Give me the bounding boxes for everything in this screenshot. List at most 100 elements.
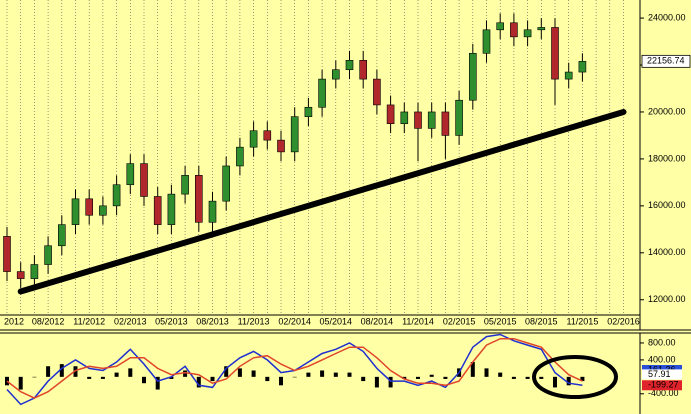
histogram-bar (5, 376, 9, 386)
x-tick-label: 02/2016 (607, 316, 640, 326)
x-tick-label: 05/2014 (320, 316, 353, 326)
y-tick-label: 14000.00 (648, 247, 686, 257)
histogram-bar (114, 372, 119, 377)
candle-body (140, 163, 148, 197)
candle-body (290, 116, 299, 153)
candle-body (455, 99, 463, 136)
y-tick-label: -400.00 (648, 388, 679, 398)
histogram-bar (361, 376, 366, 382)
histogram-bar (374, 376, 379, 388)
candle-body (482, 29, 491, 54)
histogram-bar (470, 362, 475, 377)
candle-body (427, 111, 436, 129)
histogram-bar (484, 368, 489, 377)
histogram-bar (566, 376, 571, 386)
histogram-bar (333, 372, 338, 377)
histogram-bar (443, 376, 448, 379)
candle-body (167, 193, 176, 225)
histogram-bar (59, 364, 64, 377)
histogram-bar (100, 376, 105, 379)
candle-body (578, 61, 587, 73)
histogram-bar (402, 376, 407, 379)
x-tick-label: 05/2013 (155, 316, 188, 326)
histogram-bar (224, 366, 229, 377)
histogram-bar (196, 376, 201, 388)
candle-body (304, 106, 313, 117)
x-tick-label: 05/2015 (484, 316, 517, 326)
histogram-bar (320, 370, 325, 377)
histogram-bar (265, 376, 270, 382)
candle-body (236, 146, 244, 167)
candle-body (222, 165, 230, 202)
candle-body (153, 196, 162, 225)
y-tick-label: 800.00 (648, 337, 676, 347)
candle-body (30, 264, 39, 279)
candle-body (318, 78, 326, 108)
trendline (17, 108, 627, 295)
histogram-bar (210, 376, 215, 382)
x-tick-label: 08/2014 (361, 316, 394, 326)
candle-body (85, 198, 93, 216)
histogram-bar (511, 376, 516, 379)
y-tick-label: 18000.00 (648, 153, 686, 163)
value-box (642, 369, 682, 380)
value-box (642, 380, 682, 391)
candle-body (277, 139, 285, 153)
candle-body (3, 236, 11, 272)
histogram-bar (306, 372, 311, 377)
x-tick-label: 08/2015 (525, 316, 558, 326)
histogram-bar (553, 376, 557, 388)
histogram-bar (73, 366, 78, 377)
histogram-bar (292, 376, 297, 378)
value-box-label: 161.36 (648, 364, 676, 374)
value-box-label: -199.27 (648, 380, 679, 390)
histogram-bar (388, 376, 393, 388)
histogram-bar (498, 372, 503, 377)
histogram-bar (525, 376, 530, 379)
y-tick-label: 20000.00 (648, 106, 686, 116)
candle-body (195, 175, 203, 223)
histogram-bar (87, 376, 92, 379)
candle-body (44, 245, 52, 265)
histogram-bar (580, 376, 585, 382)
candle-body (414, 111, 422, 129)
histogram-bar (128, 368, 133, 377)
x-tick-label: 08/2012 (32, 316, 65, 326)
candle-body (496, 22, 505, 31)
candle-body (564, 71, 573, 80)
x-tick-label: 11/2013 (238, 316, 270, 326)
price-label-box (641, 54, 691, 68)
candle-body (112, 184, 121, 207)
histogram-bar (416, 376, 420, 379)
indicator-line (6, 337, 583, 399)
candle-body (373, 78, 381, 106)
x-tick-label: 11/2015 (566, 316, 598, 326)
price-label: 22156.74 (647, 56, 685, 66)
x-tick-label: 11/2014 (402, 316, 434, 326)
value-box-label: 57.91 (648, 369, 671, 379)
candle-body (537, 27, 546, 31)
histogram-bar (18, 376, 23, 390)
candle-body (71, 198, 80, 225)
candle-body (345, 60, 354, 71)
candle-body (126, 163, 135, 186)
candle-body (359, 60, 368, 80)
histogram-bar (155, 376, 160, 390)
highlight-ellipse (532, 355, 618, 399)
x-tick-label: 11/2012 (73, 316, 105, 326)
candle-body (510, 22, 518, 38)
histogram-bar (539, 376, 544, 379)
x-tick-label: 02/2014 (278, 316, 311, 326)
histogram-bar (183, 370, 188, 377)
histogram-bar (142, 376, 146, 384)
candle-body (441, 111, 450, 136)
candle-body (181, 175, 189, 195)
candle-body (468, 52, 477, 101)
histogram-bar (46, 366, 51, 377)
x-tick-label: 2012 (4, 316, 24, 326)
candle-body (57, 224, 66, 247)
histogram-bar (169, 376, 174, 379)
histogram-bar (32, 376, 37, 378)
x-tick-label: 02/2013 (114, 316, 147, 326)
